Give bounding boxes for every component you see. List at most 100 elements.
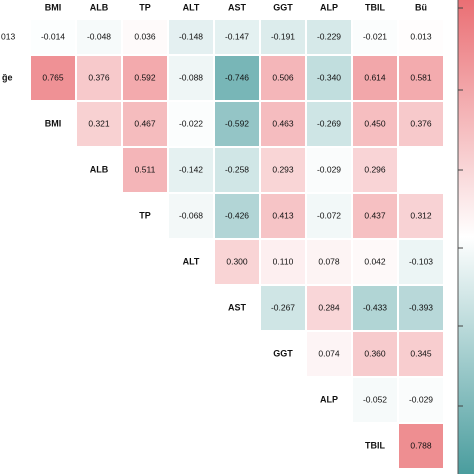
heatmap-cell xyxy=(261,20,305,54)
cell-value: -0.072 xyxy=(317,210,341,220)
heatmap-cell xyxy=(261,286,305,330)
cell-value: 0.300 xyxy=(226,256,248,266)
heatmap-cell xyxy=(353,194,397,238)
cell-value: -0.746 xyxy=(225,72,249,82)
row-fragment-value: 013 xyxy=(1,31,15,41)
cell-value: 0.614 xyxy=(364,72,386,82)
cell-value: 0.376 xyxy=(410,118,432,128)
heatmap-cell xyxy=(77,56,121,100)
cell-value: 0.036 xyxy=(134,31,156,41)
heatmap-cell xyxy=(215,148,259,192)
cell-value: -0.592 xyxy=(225,118,249,128)
column-header: ALP xyxy=(320,2,338,12)
heatmap-cell xyxy=(353,102,397,146)
cell-value: 0.078 xyxy=(318,256,340,266)
heatmap-cell xyxy=(215,20,259,54)
heatmap-cell xyxy=(353,240,397,284)
heatmap-cell xyxy=(399,102,443,146)
column-header: Bü xyxy=(415,2,427,12)
cell-value: -0.148 xyxy=(179,31,203,41)
row-label: AST xyxy=(228,302,247,312)
cell-value: -0.068 xyxy=(179,210,203,220)
heatmap-cell xyxy=(307,194,351,238)
heatmap-cell xyxy=(261,102,305,146)
heatmap-cell xyxy=(261,148,305,192)
heatmap-cell xyxy=(261,240,305,284)
cell-value: -0.340 xyxy=(317,72,341,82)
row-label: ALB xyxy=(90,164,109,174)
cell-value: 0.765 xyxy=(42,72,64,82)
heatmap-cell xyxy=(169,148,213,192)
row-label: BMI xyxy=(45,118,62,128)
heatmap-cell xyxy=(399,424,443,468)
heatmap-cell xyxy=(215,194,259,238)
heatmap-cell xyxy=(307,148,351,192)
cell-value: -0.393 xyxy=(409,302,433,312)
cell-value: -0.147 xyxy=(225,31,249,41)
row-label: ALP xyxy=(320,394,338,404)
heatmap-cell xyxy=(123,56,167,100)
heatmap-cell xyxy=(169,56,213,100)
heatmap-cell xyxy=(123,148,167,192)
row-label: TP xyxy=(139,210,151,220)
heatmap-cell xyxy=(399,286,443,330)
cell-value: 0.110 xyxy=(273,256,294,266)
cell-value: 0.592 xyxy=(134,72,156,82)
heatmap-cell xyxy=(353,56,397,100)
colorbar xyxy=(458,0,474,474)
heatmap-cell xyxy=(169,20,213,54)
heatmap-cell xyxy=(307,20,351,54)
row-label: ğe xyxy=(2,72,13,82)
cell-value: 0.437 xyxy=(364,210,386,220)
heatmap-cell xyxy=(31,56,75,100)
heatmap-cell xyxy=(399,332,443,376)
cell-value: 0.284 xyxy=(318,302,340,312)
cell-value: 0.511 xyxy=(135,164,156,174)
cell-value: -0.052 xyxy=(363,394,387,404)
cell-value: 0.506 xyxy=(272,72,294,82)
column-header: TBIL xyxy=(365,2,385,12)
heatmap-cell xyxy=(215,102,259,146)
heatmap-cell xyxy=(353,286,397,330)
heatmap-cell xyxy=(31,20,75,54)
column-header: TP xyxy=(139,2,151,12)
cell-value: 0.321 xyxy=(88,118,110,128)
heatmap-cell xyxy=(261,194,305,238)
cell-value: 0.293 xyxy=(272,164,294,174)
cell-value: 0.413 xyxy=(272,210,294,220)
heatmap-cell xyxy=(307,56,351,100)
column-header: BMI xyxy=(45,2,62,12)
cell-value: 0.042 xyxy=(364,256,386,266)
heatmap-cell xyxy=(399,194,443,238)
heatmap-cell xyxy=(215,56,259,100)
cell-value: 0.296 xyxy=(364,164,386,174)
cell-value: -0.048 xyxy=(87,31,111,41)
heatmap-cell xyxy=(353,378,397,422)
cell-value: 0.450 xyxy=(364,118,386,128)
heatmap-cell xyxy=(169,194,213,238)
cell-value: -0.021 xyxy=(363,31,387,41)
cell-value: 0.788 xyxy=(410,440,432,450)
cell-value: -0.088 xyxy=(179,72,203,82)
cell-value: 0.074 xyxy=(318,348,340,358)
cell-value: -0.258 xyxy=(225,164,249,174)
heatmap-cell xyxy=(307,286,351,330)
cell-value: -0.229 xyxy=(317,31,341,41)
heatmap-cell xyxy=(399,240,443,284)
cell-value: 0.345 xyxy=(410,348,432,358)
cell-value: -0.426 xyxy=(225,210,249,220)
row-label: ALT xyxy=(183,256,200,266)
cell-value: -0.029 xyxy=(317,164,341,174)
heatmap-cell xyxy=(307,332,351,376)
heatmap-cell xyxy=(307,102,351,146)
cell-value: -0.142 xyxy=(179,164,203,174)
cell-value: 0.376 xyxy=(88,72,110,82)
row-label: TBIL xyxy=(365,440,385,450)
heatmap-cell xyxy=(399,378,443,422)
column-header: ALT xyxy=(183,2,200,12)
heatmap-cell xyxy=(169,102,213,146)
heatmap-cell xyxy=(77,20,121,54)
cell-value: -0.433 xyxy=(363,302,387,312)
cell-value: 0.581 xyxy=(410,72,432,82)
heatmap-cell xyxy=(77,102,121,146)
